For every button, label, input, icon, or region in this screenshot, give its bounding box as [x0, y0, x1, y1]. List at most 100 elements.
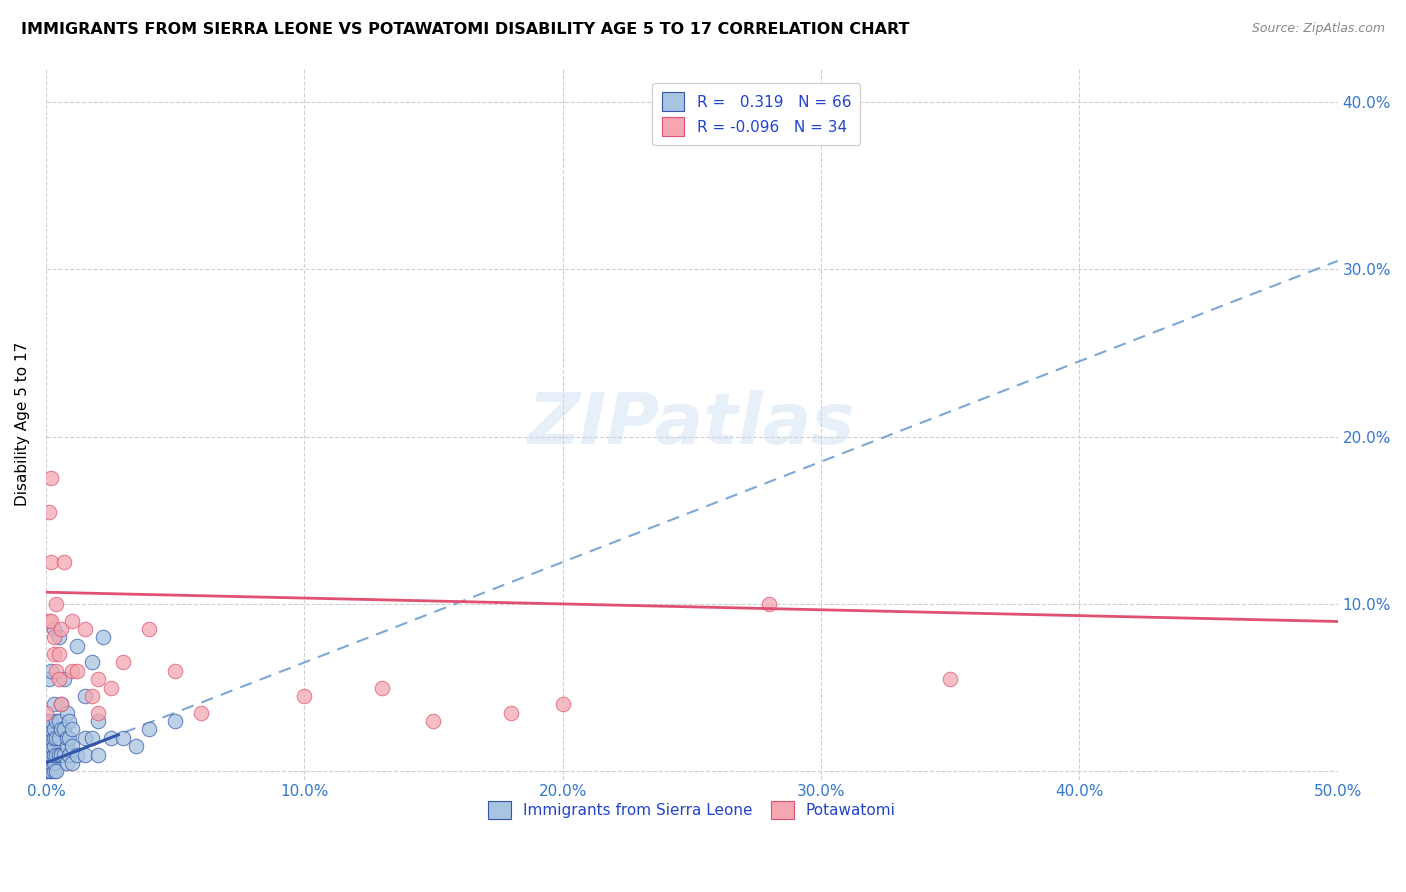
- Point: [53, 672, 76, 686]
- Point: [60, 614, 83, 628]
- Point: [39, 555, 62, 569]
- Point: [82, 689, 104, 703]
- Point: [39, 614, 62, 628]
- Point: [55, 739, 77, 753]
- Point: [58, 714, 80, 728]
- Point: [35, 706, 58, 720]
- Point: [35, 714, 58, 728]
- Point: [190, 706, 212, 720]
- Point: [39, 747, 62, 762]
- Point: [73, 622, 96, 636]
- Point: [165, 714, 187, 728]
- Point: [39, 471, 62, 485]
- Point: [55, 706, 77, 720]
- Point: [45, 714, 67, 728]
- Point: [551, 698, 574, 712]
- Point: [42, 731, 65, 745]
- Point: [60, 756, 83, 770]
- Point: [60, 739, 83, 753]
- Point: [48, 731, 70, 745]
- Point: [53, 723, 76, 737]
- Point: [55, 731, 77, 745]
- Point: [51, 723, 73, 737]
- Point: [165, 664, 187, 678]
- Point: [45, 764, 67, 779]
- Point: [138, 723, 160, 737]
- Point: [35, 764, 58, 779]
- Point: [138, 622, 160, 636]
- Point: [58, 731, 80, 745]
- Point: [48, 714, 70, 728]
- Point: [42, 747, 65, 762]
- Point: [38, 747, 60, 762]
- Point: [39, 764, 62, 779]
- Point: [58, 747, 80, 762]
- Text: ZIPatlas: ZIPatlas: [529, 390, 855, 458]
- Point: [55, 756, 77, 770]
- Point: [48, 672, 70, 686]
- Legend: Immigrants from Sierra Leone, Potawatomi: Immigrants from Sierra Leone, Potawatomi: [482, 795, 901, 825]
- Point: [42, 631, 65, 645]
- Point: [48, 747, 70, 762]
- Point: [38, 739, 60, 753]
- Y-axis label: Disability Age 5 to 17: Disability Age 5 to 17: [15, 342, 30, 506]
- Point: [42, 739, 65, 753]
- Point: [91, 631, 114, 645]
- Point: [39, 664, 62, 678]
- Point: [38, 723, 60, 737]
- Point: [100, 681, 122, 695]
- Point: [45, 664, 67, 678]
- Point: [100, 731, 122, 745]
- Point: [45, 597, 67, 611]
- Point: [73, 689, 96, 703]
- Point: [939, 672, 962, 686]
- Point: [48, 631, 70, 645]
- Point: [125, 739, 148, 753]
- Point: [86, 747, 108, 762]
- Point: [51, 622, 73, 636]
- Point: [112, 656, 135, 670]
- Point: [42, 698, 65, 712]
- Point: [38, 764, 60, 779]
- Point: [499, 706, 522, 720]
- Point: [35, 747, 58, 762]
- Point: [51, 747, 73, 762]
- Point: [73, 747, 96, 762]
- Point: [51, 698, 73, 712]
- Point: [86, 672, 108, 686]
- Point: [42, 764, 65, 779]
- Point: [60, 723, 83, 737]
- Text: IMMIGRANTS FROM SIERRA LEONE VS POTAWATOMI DISABILITY AGE 5 TO 17 CORRELATION CH: IMMIGRANTS FROM SIERRA LEONE VS POTAWATO…: [21, 22, 910, 37]
- Point: [422, 714, 444, 728]
- Point: [35, 731, 58, 745]
- Point: [66, 639, 89, 653]
- Point: [82, 656, 104, 670]
- Point: [38, 731, 60, 745]
- Point: [371, 681, 394, 695]
- Point: [39, 723, 62, 737]
- Point: [51, 698, 73, 712]
- Point: [42, 622, 65, 636]
- Text: Source: ZipAtlas.com: Source: ZipAtlas.com: [1251, 22, 1385, 36]
- Point: [86, 714, 108, 728]
- Point: [66, 747, 89, 762]
- Point: [38, 756, 60, 770]
- Point: [82, 731, 104, 745]
- Point: [42, 723, 65, 737]
- Point: [39, 731, 62, 745]
- Point: [42, 756, 65, 770]
- Point: [38, 505, 60, 519]
- Point: [45, 731, 67, 745]
- Point: [292, 689, 315, 703]
- Point: [53, 555, 76, 569]
- Point: [758, 597, 780, 611]
- Point: [45, 747, 67, 762]
- Point: [39, 756, 62, 770]
- Point: [38, 672, 60, 686]
- Point: [112, 731, 135, 745]
- Point: [66, 664, 89, 678]
- Point: [38, 614, 60, 628]
- Point: [73, 731, 96, 745]
- Point: [53, 747, 76, 762]
- Point: [60, 664, 83, 678]
